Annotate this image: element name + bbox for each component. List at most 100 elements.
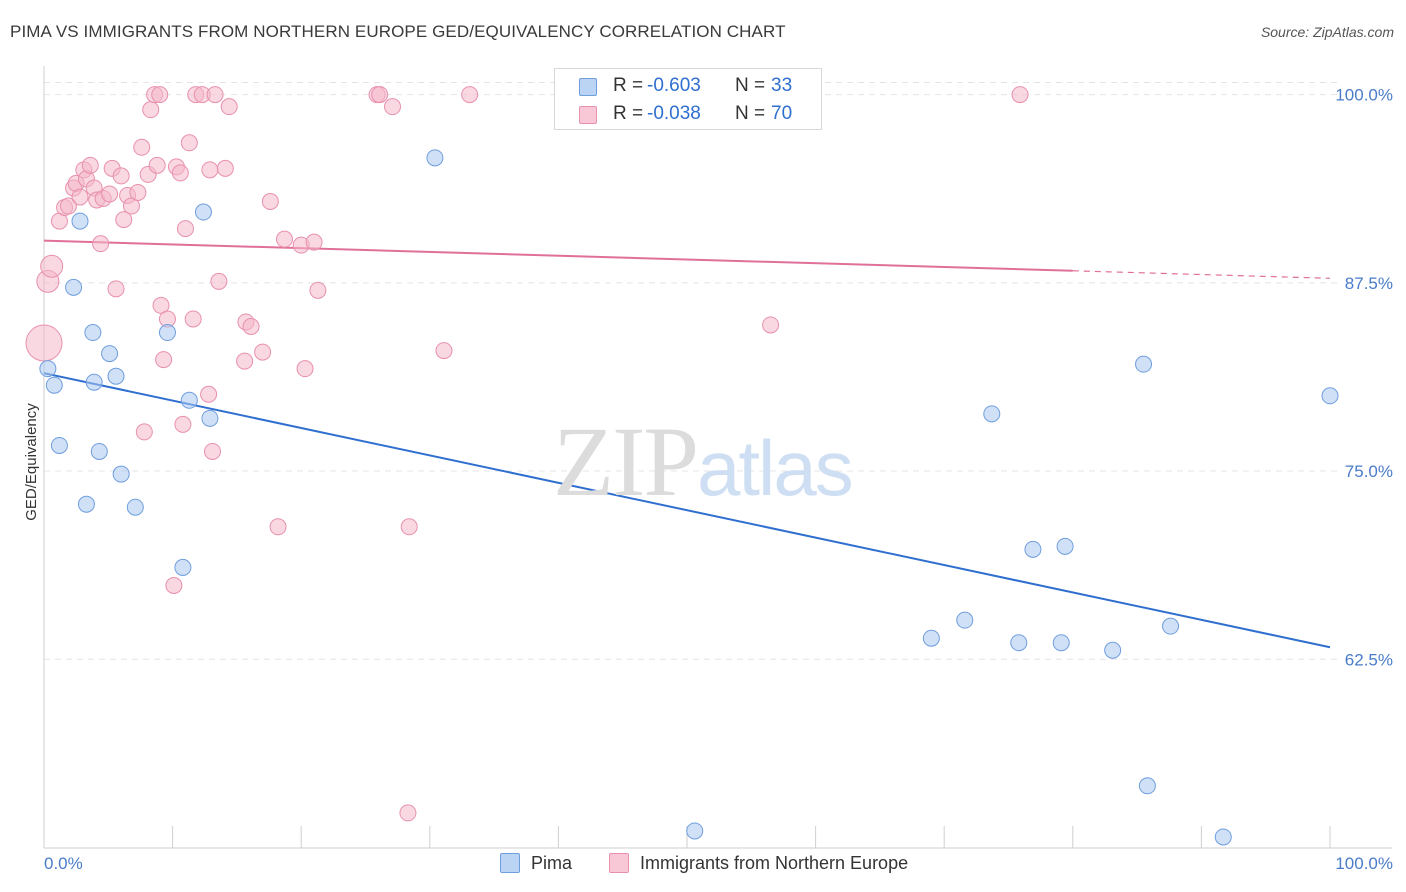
northern-europe-point	[254, 343, 272, 361]
northern-europe-trend-line	[43, 239, 1073, 272]
northern-europe-point	[71, 188, 89, 206]
northern-europe-point	[371, 86, 389, 104]
northern-europe-point	[216, 159, 234, 177]
n-value: 33	[771, 75, 793, 96]
northern-europe-point	[40, 254, 64, 278]
northern-europe-point	[203, 442, 221, 460]
n-label: N =	[735, 103, 766, 124]
r-value: -0.038	[647, 103, 701, 124]
pima-point	[85, 373, 103, 391]
pima-point	[956, 611, 974, 629]
pima-point	[1214, 828, 1232, 846]
northern-europe-point	[148, 156, 166, 174]
y-axis-title: GED/Equivalency	[23, 403, 40, 521]
pima-point	[1321, 387, 1339, 405]
legend-item-northern-europe[interactable]: Immigrants from Northern Europe	[609, 852, 949, 876]
northern-europe-point	[210, 272, 228, 290]
legend-label: Immigrants from Northern Europe	[640, 853, 909, 873]
northern-europe-point	[180, 134, 198, 152]
northern-europe-point	[435, 342, 453, 360]
northern-europe-point	[220, 98, 238, 116]
pima-point	[45, 376, 63, 394]
northern-europe-point	[107, 280, 125, 298]
data-points	[25, 86, 1339, 846]
northern-europe-point	[236, 352, 254, 370]
northern-europe-point	[309, 281, 327, 299]
northern-europe-point	[155, 351, 173, 369]
legend-item-pima[interactable]: Pima	[500, 852, 590, 876]
pima-point	[101, 345, 119, 363]
northern-europe-point	[135, 423, 153, 441]
watermark-zip: ZIP	[553, 406, 699, 517]
northern-europe-point	[305, 233, 323, 251]
legend-label: Pima	[531, 853, 573, 873]
r-label: R =	[613, 103, 644, 124]
pima-swatch	[579, 78, 597, 96]
n-label: N =	[735, 75, 766, 96]
x-tick-label: 0.0%	[44, 854, 83, 873]
pima-point	[1135, 355, 1153, 373]
stats-legend-row-pima: R = -0.603 N = 33	[555, 72, 821, 100]
northern-europe-point	[200, 385, 218, 403]
watermark-atlas: atlas	[697, 424, 854, 512]
pima-point	[174, 558, 192, 576]
northern-europe-point	[201, 161, 219, 179]
northern-europe-point	[59, 197, 77, 215]
northern-europe-point	[165, 577, 183, 595]
trend-lines	[43, 239, 1331, 649]
northern-europe-point	[115, 211, 133, 229]
pima-point	[686, 822, 704, 840]
northern-europe-point	[296, 360, 314, 378]
northern-europe-point	[151, 86, 169, 104]
northern-europe-point	[184, 310, 202, 328]
pima-point	[983, 405, 1001, 423]
northern-europe-point	[81, 156, 99, 174]
pima-point	[1010, 634, 1028, 652]
pima-point	[65, 278, 83, 296]
pima-trend-line	[43, 372, 1331, 649]
northern-europe-point	[171, 164, 189, 182]
northern-europe-point	[461, 86, 479, 104]
northern-europe-point	[174, 415, 192, 433]
northern-europe-point	[762, 316, 780, 334]
pima-point	[922, 629, 940, 647]
source-label: Source: ZipAtlas.com	[1260, 24, 1394, 40]
pima-point	[112, 465, 130, 483]
pima-point	[1104, 641, 1122, 659]
pima-point	[84, 324, 102, 342]
pima-point	[90, 442, 108, 460]
northern-europe-point	[129, 183, 147, 201]
pima-point	[50, 436, 68, 454]
northern-europe-point	[206, 86, 224, 104]
pima-point	[1138, 777, 1156, 795]
northern-europe-point	[112, 167, 130, 185]
pima-point	[1052, 634, 1070, 652]
northern-europe-point	[133, 138, 151, 156]
pima-point	[158, 324, 176, 342]
pima-point	[194, 203, 212, 221]
pima-point	[77, 495, 95, 513]
tick-labels: 100.0% 87.5% 75.0% 62.5% 0.0% 100.0%	[44, 86, 1393, 873]
pima-point	[180, 391, 198, 409]
northern-europe-point	[400, 518, 418, 536]
northern-europe-swatch	[609, 853, 629, 873]
northern-europe-point	[176, 220, 194, 238]
chart-title: PIMA VS IMMIGRANTS FROM NORTHERN EUROPE …	[10, 22, 786, 41]
pima-point	[1056, 537, 1074, 555]
northern-europe-point	[25, 324, 63, 362]
pima-point	[107, 367, 125, 385]
y-tick-label: 75.0%	[1345, 462, 1393, 481]
pima-swatch	[500, 853, 520, 873]
northern-europe-point	[142, 101, 160, 119]
northern-europe-point	[269, 518, 287, 536]
pima-point	[126, 498, 144, 516]
y-tick-label: 62.5%	[1345, 650, 1393, 669]
northern-europe-point	[261, 193, 279, 211]
pima-point	[201, 409, 219, 427]
grid	[44, 82, 1340, 660]
northern-europe-trend-extension	[1072, 270, 1331, 279]
n-value: 70	[771, 103, 793, 124]
stats-legend-row-northern-europe: R = -0.038 N = 70	[555, 100, 821, 128]
pima-point	[1162, 617, 1180, 635]
northern-europe-point	[384, 98, 402, 116]
